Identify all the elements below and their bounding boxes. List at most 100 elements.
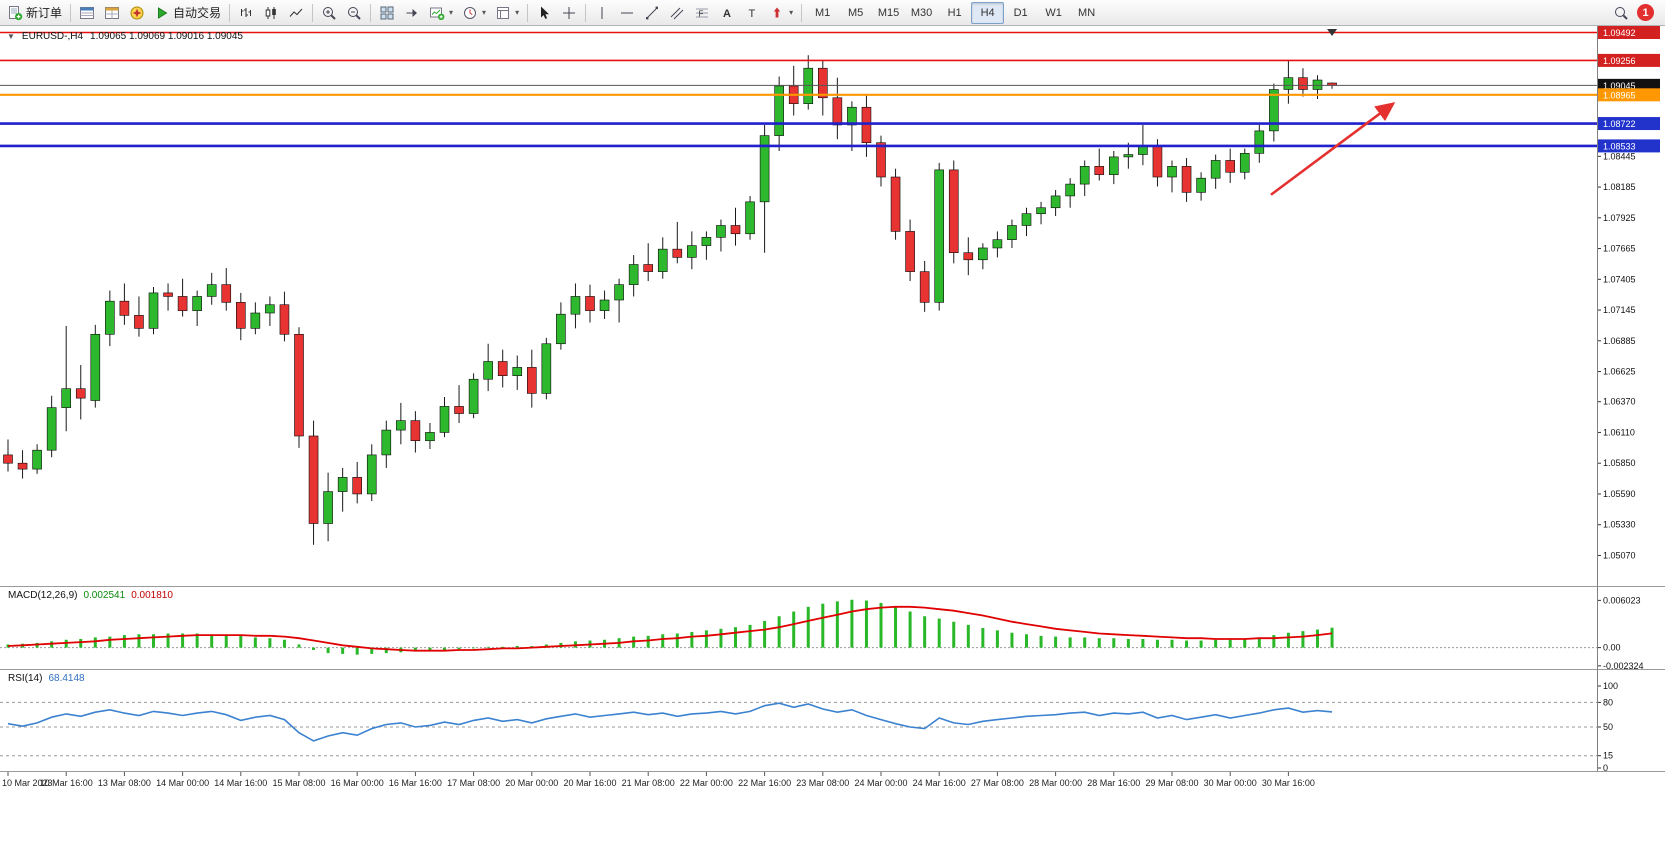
svg-text:1.06110: 1.06110 [1603,427,1635,437]
svg-text:0: 0 [1603,763,1608,773]
time-label: 14 Mar 00:00 [156,778,209,788]
equidistant-channel-button[interactable] [665,1,689,25]
cursor-icon [541,6,550,19]
text-button[interactable]: A [715,1,739,25]
time-label: 23 Mar 08:00 [796,778,849,788]
auto-trading-label: 自动交易 [173,6,222,20]
timeframe-button-d1[interactable]: D1 [1013,6,1028,19]
cursor-button[interactable] [532,1,556,25]
tile-windows-button[interactable] [375,1,399,25]
svg-text:1.06885: 1.06885 [1603,336,1636,346]
svg-text:T: T [749,8,756,20]
orange-level-line[interactable]: 1.08965 [0,88,1660,102]
time-label: 20 Mar 00:00 [505,778,558,788]
vertical-line-button[interactable] [590,1,614,25]
svg-text:1.06370: 1.06370 [1603,397,1636,407]
navigator-button[interactable] [125,1,149,25]
time-label: 27 Mar 08:00 [971,778,1024,788]
panel-separators[interactable] [0,26,1665,772]
timeframe-button-m5[interactable]: M5 [847,6,864,19]
toolbar-separator [527,3,529,22]
auto-trading-play-icon [158,6,168,19]
time-label: 22 Mar 16:00 [738,778,791,788]
new-order-button[interactable]: 新订单 [3,1,66,25]
timeframe-button-h1[interactable]: H1 [947,6,962,19]
toolbar-separator [312,3,314,22]
new-order-icon [9,5,23,20]
line-chart-button[interactable] [284,1,308,25]
svg-text:1.07665: 1.07665 [1603,244,1636,254]
zoom-out-icon [348,6,361,20]
candles [3,55,1337,545]
dropdown-caret-icon: ▾ [482,8,487,17]
toolbar-right-group: 1 [1613,4,1662,21]
macd-signal-value: 0.001810 [131,590,173,601]
zoom-in-button[interactable] [317,1,341,25]
market-watch-button[interactable] [75,1,99,25]
new-chart-icon [430,7,445,20]
timeframe-button-w1[interactable]: W1 [1045,6,1062,19]
current-price-line[interactable]: 1.09045 [0,78,1660,92]
svg-text:1.08185: 1.08185 [1603,182,1636,192]
macd-panel: 0.006023 0.00 -0.002324 [0,595,1644,671]
macd-label: MACD(12,26,9) 0.002541 0.001810 [8,590,173,601]
svg-text:A: A [723,8,731,20]
arrows-icon [773,7,781,17]
time-label: 24 Mar 16:00 [913,778,966,788]
timeframe-button-m30[interactable]: M30 [910,6,933,19]
timeframe-button-m1[interactable]: M1 [814,6,831,19]
arrows-button[interactable]: ▾ [765,1,797,25]
notification-badge[interactable]: 1 [1637,4,1654,21]
chart-collapse-icon[interactable]: ▼ [7,32,15,41]
search-icon[interactable] [1613,5,1629,21]
support-line-lower[interactable]: 1.08533 [0,139,1660,153]
new-chart-button[interactable]: ▾ [425,1,457,25]
time-label: 21 Mar 08:00 [622,778,675,788]
trend-arrow[interactable] [1270,102,1396,196]
bar-chart-button[interactable] [234,1,258,25]
data-window-icon [105,6,120,19]
fibonacci-button[interactable]: F [690,1,714,25]
chart-shift-button[interactable] [400,1,424,25]
support-line-upper[interactable]: 1.08722 [0,117,1660,131]
time-label: 10 Mar 2023 [2,778,53,788]
text-label-button[interactable]: T [740,1,764,25]
timeframe-button-m15[interactable]: M15 [877,6,900,19]
time-label: 16 Mar 00:00 [331,778,384,788]
time-label: 29 Mar 08:00 [1145,778,1198,788]
chart-shift-marker [1327,29,1338,36]
trendline-icon [646,6,659,19]
timeframe-button-mn[interactable]: MN [1078,6,1096,19]
svg-text:100: 100 [1603,681,1618,691]
crosshair-icon [563,6,576,19]
trendline-button[interactable] [640,1,664,25]
macd-name: MACD(12,26,9) [8,590,78,601]
svg-text:1.05070: 1.05070 [1603,550,1636,560]
time-label: 30 Mar 00:00 [1204,778,1257,788]
svg-text:0.00: 0.00 [1603,643,1621,653]
toolbar-separator [70,3,72,22]
candlestick-chart-button[interactable] [259,1,283,25]
rsi-value: 68.4148 [48,673,85,684]
svg-text:1.09045: 1.09045 [1603,81,1636,91]
periods-button[interactable]: ▾ [458,1,490,25]
time-label: 20 Mar 16:00 [563,778,616,788]
price-axis[interactable]: 1.08445 1.08185 1.07925 1.07665 1.07405 1.071… [1598,151,1636,560]
resistance-line-lower[interactable]: 1.09256 [0,53,1660,67]
zoom-out-button[interactable] [342,1,366,25]
crosshair-button[interactable] [557,1,581,25]
resistance-line-upper[interactable]: 1.09492 [0,25,1660,39]
auto-trading-button[interactable]: 自动交易 [150,1,225,25]
templates-icon [497,6,510,19]
data-window-button[interactable] [100,1,124,25]
time-label: 28 Mar 00:00 [1029,778,1082,788]
svg-text:F: F [699,9,704,18]
templates-button[interactable]: ▾ [491,1,523,25]
horizontal-line-button[interactable] [615,1,639,25]
time-label: 24 Mar 00:00 [854,778,907,788]
timeframe-button-h4[interactable]: H4 [971,1,1005,24]
new-order-label: 新订单 [26,6,63,20]
